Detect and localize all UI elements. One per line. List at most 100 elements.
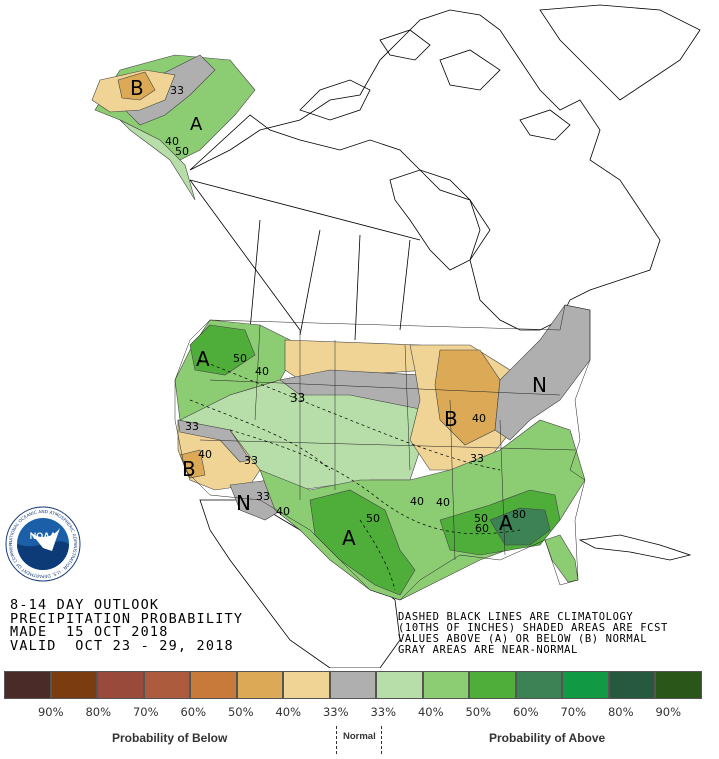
legend-percent-label: 33% (370, 705, 397, 719)
state-line (449, 399, 456, 561)
noaa-ring-text: NATIONAL OCEANIC AND ATMOSPHERIC ADMINIS… (0, 0, 78, 579)
sw-40-label: 40 (276, 505, 290, 518)
se-40-label: 40 (436, 496, 450, 509)
normal-divider-left (336, 726, 337, 754)
normal-divider-right (381, 726, 382, 754)
ca-40-label: 40 (198, 448, 212, 461)
legend-percent-label: 90% (37, 705, 64, 719)
legend-swatch (655, 671, 702, 699)
precipitation-outlook-map: B 33 A 40 50 A 50 40 33 33 B 40 33 N 33 … (0, 0, 701, 668)
legend-swatch (469, 671, 516, 699)
legend-swatch (608, 671, 655, 699)
legend-percent-label: 50% (465, 705, 492, 719)
legend-swatch (50, 671, 97, 699)
map-note-line-2: (10THS OF INCHES) SHADED AREAS ARE FCST (398, 622, 668, 634)
legend-percent-label: 50% (227, 705, 254, 719)
climatology-dashed-lines (189, 359, 521, 591)
climatology-contour (359, 519, 396, 591)
state-line (209, 379, 561, 396)
state-line (404, 344, 411, 471)
outlook-title-line-2: PRECIPITATION PROBABILITY (10, 610, 244, 627)
state-line (254, 324, 261, 421)
nw-40-label: 40 (255, 365, 269, 378)
legend-percent-label: 80% (607, 705, 634, 719)
tx-50-label: 50 (366, 512, 380, 525)
ca-33-label: 33 (185, 420, 199, 433)
probability-legend: 90% 80% 70% 60% 50% 40% 33% 33% 40% 50% 60% 70% 80% 9… (0, 668, 719, 759)
map-labels: B 33 A 40 50 A 50 40 33 33 B 40 33 N 33 … (130, 76, 547, 550)
legend-percent-label: 70% (132, 705, 159, 719)
tx-above-label: A (342, 526, 356, 550)
alaska-below-label: B (130, 76, 144, 100)
se-80-label: 80 (512, 508, 526, 521)
legend-swatch (562, 671, 609, 699)
legend-percent-label: 40% (275, 705, 302, 719)
climatology-contour (229, 429, 521, 535)
fl-above-40 (544, 534, 579, 583)
nw-above-label: A (196, 347, 210, 371)
map-note-line-3: VALUES ABOVE (A) OR BELOW (B) NORMAL (398, 633, 648, 645)
se-60-label: 60 (475, 522, 489, 535)
legend-swatches (4, 671, 702, 699)
province-line (354, 234, 361, 341)
ca-below-label: B (182, 457, 196, 481)
outlook-title-line-1: 8-14 DAY OUTLOOK (10, 597, 160, 613)
nv-33-label: 33 (244, 454, 258, 467)
legend-swatch (376, 671, 423, 699)
alaska-above-33 (119, 119, 196, 201)
province-line (189, 179, 301, 331)
sw-33-label: 33 (256, 490, 270, 503)
legend-swatch (190, 671, 237, 699)
above-probability-label: Probability of Above (489, 731, 606, 745)
below-probability-label: Probability of Below (112, 731, 228, 745)
province-line (299, 229, 321, 336)
canada-outline (189, 9, 661, 331)
gl-40-label: 40 (472, 412, 486, 425)
map-note-line-4: GRAY AREAS ARE NEAR-NORMAL (398, 644, 578, 656)
forecast-shading (91, 54, 591, 601)
climatology-contour (199, 359, 501, 471)
gl-below-label: B (444, 407, 458, 431)
legend-percent-label: 60% (180, 705, 207, 719)
legend-percent-label: 70% (560, 705, 587, 719)
tx-40-label: 40 (410, 495, 424, 508)
alaska-40-label: 40 (165, 135, 179, 148)
legend-percent-label: 90% (655, 705, 682, 719)
ne-normal (494, 304, 591, 441)
alaska-below-40 (117, 71, 156, 101)
se-above-60 (489, 507, 551, 546)
se-above-label: A (499, 511, 513, 535)
gl-33-label: 33 (470, 452, 484, 465)
outlook-title-block: 8-14 DAY OUTLOOK PRECIPITATION PROBABILI… (10, 597, 244, 654)
legend-swatch (422, 671, 469, 699)
alaska-50-label: 50 (175, 145, 189, 158)
state-line (499, 419, 506, 556)
province-line (399, 239, 411, 331)
nw-50-label: 50 (233, 352, 247, 365)
legend-percent-row: 90% 80% 70% 60% 50% 40% 33% 33% 40% 50% 60% 70% 80% 9… (4, 705, 692, 719)
outlook-title-line-4: VALID OCT 23 - 29, 2018 (10, 637, 234, 654)
cuba-outline (578, 534, 692, 561)
province-line (189, 179, 421, 241)
legend-percent-label: 60% (512, 705, 539, 719)
map-notes-block: DASHED BLACK LINES ARE CLIMATOLOGY (10TH… (398, 612, 668, 656)
noaa-logo-text: NOAA (30, 531, 57, 541)
state-line (199, 439, 576, 451)
normal-label: Normal (343, 731, 376, 742)
hudson-bay-outline (389, 169, 481, 271)
greenland-outline (539, 4, 701, 101)
legend-swatch (283, 671, 330, 699)
sw-normal-label: N (236, 491, 251, 515)
legend-swatch (515, 671, 562, 699)
noaa-logo: NATIONAL OCEANIC AND ATMOSPHERIC ADMINIS… (0, 0, 81, 582)
us-state-outlines (174, 304, 591, 601)
se-50-label: 50 (474, 512, 488, 525)
alaska-above-label: A (190, 114, 203, 135)
background-outlines (189, 4, 701, 668)
province-line (249, 219, 261, 331)
alaska-33-label: 33 (170, 84, 184, 97)
climatology-contour (189, 399, 331, 471)
map-note-line-1: DASHED BLACK LINES ARE CLIMATOLOGY (398, 611, 634, 623)
us-border (174, 304, 591, 601)
legend-swatch (143, 671, 190, 699)
